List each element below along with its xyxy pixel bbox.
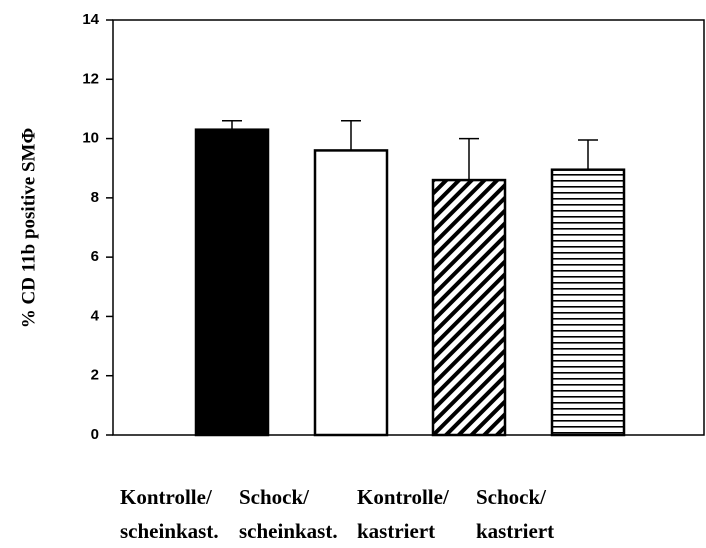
y-tick-label: 6 (91, 248, 99, 265)
y-tick-label: 4 (91, 307, 100, 324)
x-tick-label: scheinkast. (239, 519, 338, 543)
y-axis-label: % CD 11b positive SMΦ (18, 128, 39, 329)
x-tick-label: Schock/ (239, 485, 310, 509)
y-tick-label: 10 (82, 130, 99, 147)
bar (194, 128, 270, 437)
bar (431, 178, 507, 437)
y-tick-label: 8 (91, 189, 99, 206)
plot-frame (112, 19, 705, 436)
bar (313, 149, 389, 437)
x-tick-label: scheinkast. (120, 519, 219, 543)
x-tick-label: Schock/ (476, 485, 547, 509)
x-tick-label: Kontrolle/ (357, 485, 450, 509)
x-tick-label: Kontrolle/ (120, 485, 213, 509)
y-tick-label: 12 (82, 70, 99, 87)
y-tick-label: 2 (91, 367, 99, 384)
y-tick-label: 14 (82, 11, 99, 28)
y-tick-label: 0 (91, 426, 99, 443)
x-tick-label: kastriert (357, 519, 435, 543)
bar (550, 168, 626, 437)
x-tick-label: kastriert (476, 519, 554, 543)
